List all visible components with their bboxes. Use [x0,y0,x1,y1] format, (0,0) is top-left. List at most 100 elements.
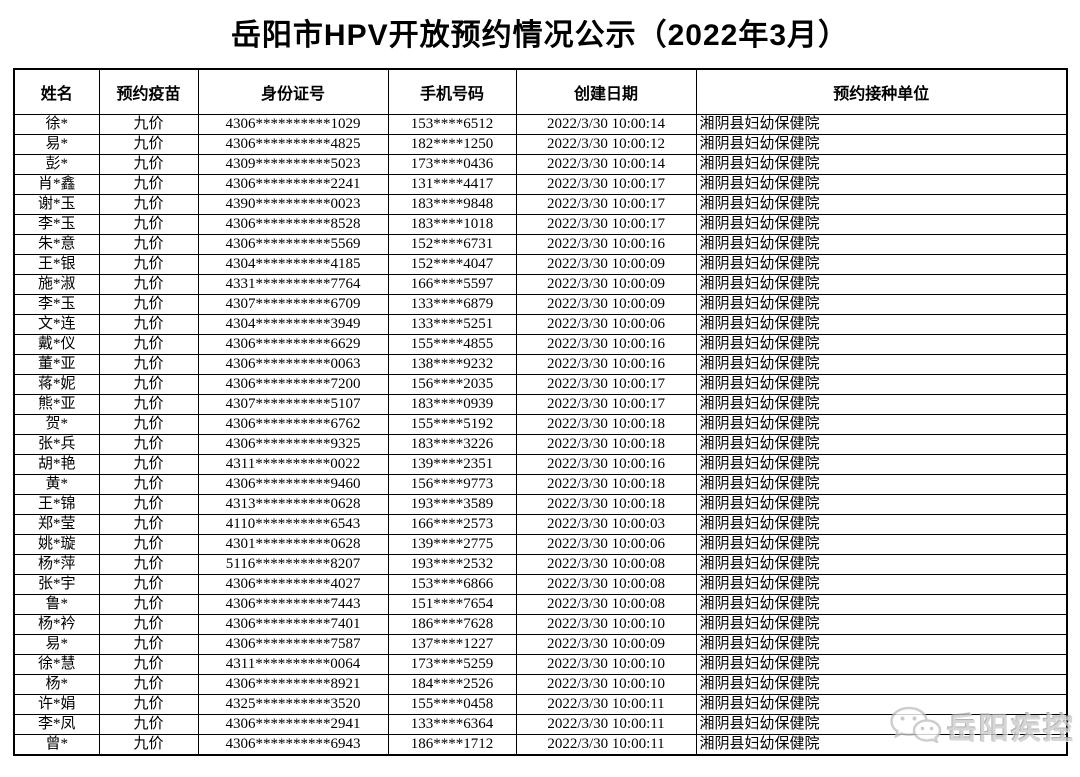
cell-name: 彭* [13,153,100,175]
cell-id-number: 4306**********2241 [197,173,389,195]
cell-id-number: 4390**********0023 [197,193,389,215]
cell-unit: 湘阴县妇幼保健院 [695,233,1068,255]
cell-created-date: 2022/3/30 10:00:16 [515,233,697,255]
table-row: 蒋*妮 九价 4306**********7200 156****2035 20… [13,373,1068,395]
cell-id-number: 4307**********6709 [197,293,389,315]
cell-id-number: 4304**********3949 [197,313,389,335]
cell-id-number: 4306**********7200 [197,373,389,395]
cell-unit: 湘阴县妇幼保健院 [695,373,1068,395]
cell-unit: 湘阴县妇幼保健院 [695,593,1068,615]
cell-vaccine: 九价 [98,673,199,695]
cell-name: 李*玉 [13,293,100,315]
cell-created-date: 2022/3/30 10:00:09 [515,273,697,295]
cell-created-date: 2022/3/30 10:00:12 [515,133,697,155]
cell-id-number: 4306**********1029 [197,113,389,135]
cell-vaccine: 九价 [98,473,199,495]
table-row: 文*连 九价 4304**********3949 133****5251 20… [13,313,1068,335]
cell-name: 贺* [13,413,100,435]
cell-name: 易* [13,133,100,155]
cell-created-date: 2022/3/30 10:00:18 [515,433,697,455]
table-row: 李*凤 九价 4306**********2941 133****6364 20… [13,713,1068,735]
table-row: 郑*莹 九价 4110**********6543 166****2573 20… [13,513,1068,535]
cell-name: 胡*艳 [13,453,100,475]
cell-phone: 131****4417 [387,173,517,195]
cell-created-date: 2022/3/30 10:00:18 [515,473,697,495]
column-header-date: 创建日期 [515,68,697,115]
cell-phone: 166****5597 [387,273,517,295]
cell-phone: 184****2526 [387,673,517,695]
column-header-unit: 预约接种单位 [695,68,1068,115]
cell-vaccine: 九价 [98,293,199,315]
column-header-phone: 手机号码 [387,68,517,115]
cell-created-date: 2022/3/30 10:00:11 [515,733,697,755]
cell-created-date: 2022/3/30 10:00:17 [515,213,697,235]
table-row: 李*玉 九价 4307**********6709 133****6879 20… [13,293,1068,315]
table-row: 徐*慧 九价 4311**********0064 173****5259 20… [13,653,1068,675]
cell-created-date: 2022/3/30 10:00:06 [515,313,697,335]
cell-name: 郑*莹 [13,513,100,535]
cell-created-date: 2022/3/30 10:00:10 [515,653,697,675]
cell-vaccine: 九价 [98,393,199,415]
table-row: 杨* 九价 4306**********8921 184****2526 202… [13,673,1068,695]
cell-unit: 湘阴县妇幼保健院 [695,193,1068,215]
cell-name: 戴*仪 [13,333,100,355]
cell-unit: 湘阴县妇幼保健院 [695,533,1068,555]
cell-created-date: 2022/3/30 10:00:16 [515,353,697,375]
cell-name: 黄* [13,473,100,495]
cell-unit: 湘阴县妇幼保健院 [695,113,1068,135]
cell-id-number: 4313**********0628 [197,493,389,515]
cell-vaccine: 九价 [98,613,199,635]
cell-id-number: 4306**********6629 [197,333,389,355]
cell-created-date: 2022/3/30 10:00:14 [515,113,697,135]
cell-created-date: 2022/3/30 10:00:06 [515,533,697,555]
cell-name: 杨*萍 [13,553,100,575]
cell-vaccine: 九价 [98,133,199,155]
cell-unit: 湘阴县妇幼保健院 [695,313,1068,335]
cell-created-date: 2022/3/30 10:00:09 [515,293,697,315]
cell-created-date: 2022/3/30 10:00:08 [515,593,697,615]
cell-name: 董*亚 [13,353,100,375]
cell-vaccine: 九价 [98,373,199,395]
table-row: 姚*璇 九价 4301**********0628 139****2775 20… [13,533,1068,555]
cell-id-number: 4311**********0022 [197,453,389,475]
cell-id-number: 4306**********7443 [197,593,389,615]
cell-created-date: 2022/3/30 10:00:03 [515,513,697,535]
cell-phone: 193****3589 [387,493,517,515]
cell-vaccine: 九价 [98,353,199,375]
cell-unit: 湘阴县妇幼保健院 [695,333,1068,355]
cell-phone: 139****2351 [387,453,517,475]
cell-id-number: 4306**********6762 [197,413,389,435]
cell-vaccine: 九价 [98,573,199,595]
cell-vaccine: 九价 [98,193,199,215]
table-row: 张*兵 九价 4306**********9325 183****3226 20… [13,433,1068,455]
cell-vaccine: 九价 [98,453,199,475]
column-header-name: 姓名 [13,68,100,115]
cell-unit: 湘阴县妇幼保健院 [695,613,1068,635]
cell-name: 张*兵 [13,433,100,455]
cell-created-date: 2022/3/30 10:00:17 [515,393,697,415]
cell-created-date: 2022/3/30 10:00:18 [515,493,697,515]
cell-created-date: 2022/3/30 10:00:09 [515,253,697,275]
table-row: 戴*仪 九价 4306**********6629 155****4855 20… [13,333,1068,355]
cell-unit: 湘阴县妇幼保健院 [695,353,1068,375]
cell-id-number: 4304**********4185 [197,253,389,275]
cell-name: 曾* [13,733,100,755]
cell-unit: 湘阴县妇幼保健院 [695,673,1068,695]
cell-created-date: 2022/3/30 10:00:16 [515,453,697,475]
table-row: 易* 九价 4306**********7587 137****1227 202… [13,633,1068,655]
cell-phone: 133****6364 [387,713,517,735]
cell-id-number: 5116**********8207 [197,553,389,575]
cell-phone: 186****7628 [387,613,517,635]
table-row: 朱*意 九价 4306**********5569 152****6731 20… [13,233,1068,255]
cell-name: 王*锦 [13,493,100,515]
table-row: 许*娟 九价 4325**********3520 155****0458 20… [13,693,1068,715]
cell-created-date: 2022/3/30 10:00:10 [515,613,697,635]
cell-phone: 153****6866 [387,573,517,595]
cell-id-number: 4306**********6943 [197,733,389,755]
cell-name: 徐* [13,113,100,135]
cell-name: 文*连 [13,313,100,335]
cell-name: 许*娟 [13,693,100,715]
cell-id-number: 4306**********4027 [197,573,389,595]
cell-created-date: 2022/3/30 10:00:10 [515,673,697,695]
cell-unit: 湘阴县妇幼保健院 [695,433,1068,455]
